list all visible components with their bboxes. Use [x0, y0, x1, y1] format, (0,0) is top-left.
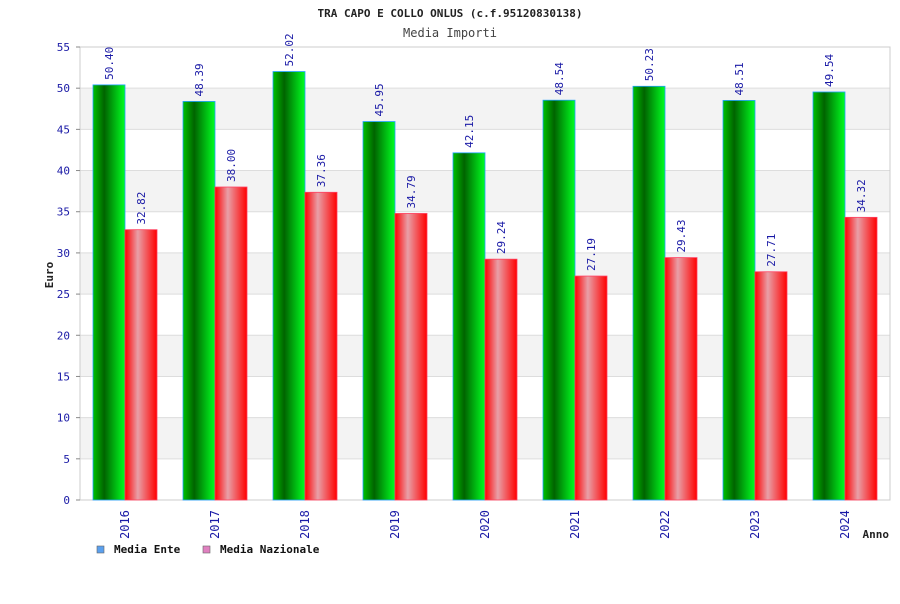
y-tick-label: 10 — [57, 412, 70, 425]
x-tick-label-2023: 2023 — [748, 510, 762, 539]
x-tick-label-2019: 2019 — [388, 510, 402, 539]
bar-media-nazionale-2016 — [124, 229, 158, 501]
chart-title: TRA CAPO E COLLO ONLUS (c.f.95120830138) — [318, 7, 583, 20]
y-tick-label: 40 — [57, 165, 70, 178]
data-label-media-ente-2021: 48.54 — [553, 62, 566, 95]
data-label-media-nazionale-2022: 29.43 — [675, 219, 688, 252]
y-tick-label: 50 — [57, 82, 70, 95]
bar-media-nazionale-2021 — [574, 275, 608, 501]
data-label-media-ente-2020: 42.15 — [463, 115, 476, 148]
data-label-media-ente-2022: 50.23 — [643, 48, 656, 81]
bar-media-nazionale-2024 — [844, 216, 878, 501]
bar-media-nazionale-2022 — [664, 257, 698, 501]
x-tick-label-2024: 2024 — [838, 510, 852, 539]
y-axis: 0 5 10 15 20 25 30 35 40 45 50 55 — [57, 41, 80, 507]
y-tick-label: 0 — [63, 494, 70, 507]
y-tick-label: 35 — [57, 206, 70, 219]
bar-media-ente-2021 — [542, 99, 576, 501]
legend-label-media-ente: Media Ente — [114, 543, 181, 556]
chart-subtitle: Media Importi — [403, 26, 497, 40]
bar-media-ente-2020 — [452, 152, 486, 501]
y-tick-label: 30 — [57, 247, 70, 260]
data-label-media-nazionale-2020: 29.24 — [495, 221, 508, 254]
bar-media-nazionale-2017 — [214, 186, 248, 501]
x-tick-label-2017: 2017 — [208, 510, 222, 539]
bar-media-nazionale-2019 — [394, 213, 428, 501]
data-label-media-ente-2017: 48.39 — [193, 63, 206, 96]
y-tick-label: 15 — [57, 370, 70, 383]
data-label-media-ente-2018: 52.02 — [283, 33, 296, 66]
data-label-media-nazionale-2021: 27.19 — [585, 238, 598, 271]
data-label-media-ente-2019: 45.95 — [373, 83, 386, 116]
grid-band — [80, 47, 890, 89]
x-axis-label: Anno — [863, 528, 890, 541]
y-tick-label: 45 — [57, 123, 70, 136]
y-axis-label: Euro — [43, 261, 56, 288]
legend-swatch-media-ente — [96, 545, 105, 554]
data-label-media-ente-2023: 48.51 — [733, 62, 746, 95]
data-label-media-nazionale-2018: 37.36 — [315, 154, 328, 187]
bar-media-ente-2023 — [722, 100, 756, 501]
legend: Media Ente Media Nazionale — [96, 543, 320, 556]
data-label-media-nazionale-2024: 34.32 — [855, 179, 868, 212]
x-tick-label-2021: 2021 — [568, 510, 582, 539]
x-tick-label-2016: 2016 — [118, 510, 132, 539]
bar-media-ente-2022 — [632, 85, 666, 501]
data-label-media-nazionale-2023: 27.71 — [765, 234, 778, 267]
legend-swatch-media-nazionale — [202, 545, 211, 554]
bars — [92, 71, 878, 501]
y-tick-label: 55 — [57, 41, 70, 54]
legend-label-media-nazionale: Media Nazionale — [220, 543, 320, 556]
bar-media-nazionale-2020 — [484, 258, 518, 501]
y-tick-label: 25 — [57, 288, 70, 301]
y-tick-label: 5 — [63, 453, 70, 466]
x-axis: 2016 2017 2018 2019 2020 2021 2022 2023 2024 — [118, 510, 852, 539]
bar-media-nazionale-2023 — [754, 271, 788, 501]
bar-media-ente-2024 — [812, 91, 846, 501]
data-label-media-ente-2016: 50.40 — [103, 47, 116, 80]
bar-media-ente-2018 — [272, 71, 306, 501]
data-labels: 50.40 32.82 48.39 38.00 52.02 37.36 45.95 34.79… — [103, 33, 868, 271]
data-label-media-nazionale-2017: 38.00 — [225, 149, 238, 182]
data-label-media-nazionale-2019: 34.79 — [405, 175, 418, 208]
data-label-media-nazionale-2016: 32.82 — [135, 192, 148, 225]
x-tick-label-2020: 2020 — [478, 510, 492, 539]
x-tick-label-2022: 2022 — [658, 510, 672, 539]
bar-media-ente-2019 — [362, 121, 396, 501]
x-tick-label-2018: 2018 — [298, 510, 312, 539]
bar-media-ente-2017 — [182, 101, 216, 501]
y-tick-label: 20 — [57, 329, 70, 342]
bar-media-nazionale-2018 — [304, 191, 338, 501]
bar-media-ente-2016 — [92, 84, 126, 501]
data-label-media-ente-2024: 49.54 — [823, 53, 836, 86]
